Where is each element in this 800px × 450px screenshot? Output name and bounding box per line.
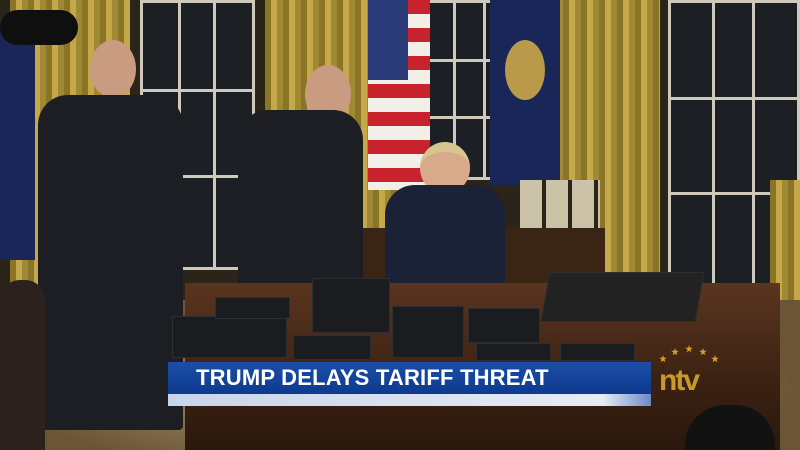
- channel-logo: ntv: [655, 345, 735, 405]
- binder-stack: [312, 278, 390, 333]
- person-center: [238, 110, 363, 290]
- star-icon: [685, 345, 693, 353]
- person-left: [38, 95, 183, 430]
- headline-text: TRUMP DELAYS TARIFF THREAT: [196, 365, 549, 390]
- binder-stack: [172, 316, 287, 358]
- star-icon: [659, 355, 667, 363]
- headline-bar: TRUMP DELAYS TARIFF THREAT: [168, 362, 651, 394]
- binder-stack: [215, 297, 290, 319]
- person-seated: [385, 185, 505, 285]
- channel-logo-text: ntv: [659, 364, 700, 397]
- binder: [560, 343, 635, 361]
- star-icon: [699, 348, 707, 356]
- lower-third-chyron: TRUMP DELAYS TARIFF THREAT: [168, 362, 651, 406]
- star-icon: [671, 348, 679, 356]
- binder: [392, 306, 464, 358]
- chyron-strip: [168, 394, 651, 406]
- binder: [468, 308, 540, 343]
- flag-left: [0, 30, 35, 260]
- person-left-head: [90, 40, 136, 98]
- binder: [293, 335, 371, 360]
- phone-consoles: [540, 272, 705, 322]
- photographer-left: [0, 280, 45, 450]
- boom-microphone: [0, 10, 78, 45]
- photo-frames: [520, 180, 600, 228]
- presidential-flag: [490, 0, 560, 185]
- star-icon: [711, 355, 719, 363]
- binder: [476, 343, 551, 361]
- us-flag: [368, 0, 430, 190]
